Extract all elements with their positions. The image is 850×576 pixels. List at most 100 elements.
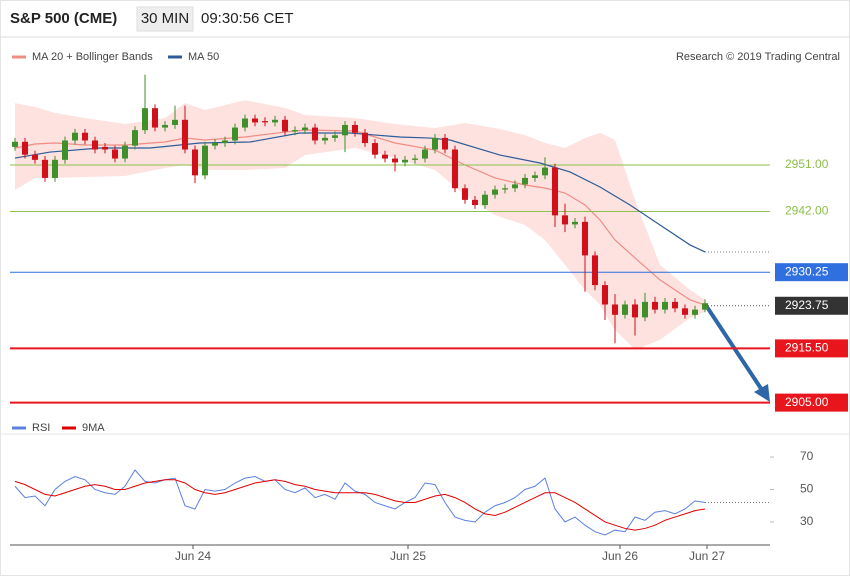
candle-body [702,303,708,310]
candle-body [272,119,278,123]
level-box [775,393,848,412]
candle-body [472,199,478,206]
candle-body [112,149,118,159]
ma50-line [14,132,706,253]
candle-body [42,159,48,178]
legend-label: RSI [32,422,50,434]
legend-label: 9MA [82,422,105,434]
candle-body [662,301,668,310]
candle-body [492,189,498,195]
candle-body [292,130,298,132]
level-label: 2905.00 [785,395,829,409]
candle-body [462,188,468,200]
candle-body [332,135,338,138]
ma20-line [14,129,706,306]
candle-body [652,301,658,310]
candle-body [122,145,128,159]
candle-body [322,137,328,141]
candle-body [632,304,638,318]
candle-body [392,158,398,163]
candle-body [182,119,188,150]
candle-body [502,188,508,190]
candle-body [382,154,388,159]
level-label: 2951.00 [785,157,829,171]
candle-body [562,215,568,225]
candle-body [82,132,88,141]
last-price-label: 2923.75 [785,298,829,312]
candle-body [612,304,618,315]
x-tick-label: Jun 25 [390,549,426,563]
credit: Research © 2019 Trading Central [676,51,840,63]
candle-body [12,141,18,147]
candle-body [162,124,168,128]
candle-body [32,154,38,160]
level-label: 2930.25 [785,264,829,278]
candle-body [142,108,148,131]
level-box [775,339,848,358]
candle-body [542,167,548,176]
legend-label: MA 20 + Bollinger Bands [32,51,153,63]
time: 09:30:56 CET [201,10,294,27]
title: S&P 500 (CME) [10,10,117,27]
candle-body [372,143,378,155]
candle-body [622,304,628,315]
y-tick-label: 50 [800,482,814,496]
candle-body [532,175,538,178]
candle-body [312,127,318,141]
candle-body [72,132,78,141]
candle-body [252,118,258,123]
bollinger-band [15,100,705,350]
candle-body [62,140,68,160]
candle-body [402,159,408,163]
candle-body [22,141,28,155]
candle-body [552,167,558,216]
candle-body [482,194,488,206]
x-tick-label: Jun 24 [175,549,211,563]
legend-label: MA 50 [188,51,219,63]
candle-body [512,184,518,189]
candle-body [102,146,108,150]
candle-body [522,177,528,185]
candle-body [362,132,368,144]
candle-body [582,221,588,256]
candle-body [342,124,348,136]
rsi-line [14,479,706,531]
candle-body [302,127,308,131]
level-label: 2942.00 [785,204,829,218]
candle-body [202,145,208,176]
candle-body [432,137,438,150]
candle-body [262,121,268,123]
candle-body [672,301,678,309]
x-tick-label: Jun 26 [602,549,638,563]
candle-body [442,137,448,150]
candle-body [232,127,238,141]
candle-body [412,158,418,160]
candle-body [452,149,458,189]
candle-body [242,118,248,128]
arrow-head [754,384,770,402]
candle-body [152,108,158,128]
candle-body [282,119,288,132]
level-label: 2915.50 [785,341,829,355]
candle-body [682,308,688,315]
interval-box [136,6,194,32]
candle-body [92,140,98,150]
x-tick-label: Jun 27 [689,549,725,563]
candle-body [172,119,178,125]
y-tick-label: 70 [800,449,814,463]
candle-body [352,124,358,133]
candle-body [222,140,228,144]
candle-body [422,149,428,159]
candle-body [692,309,698,315]
last-price-box [775,296,848,315]
interval: 30 MIN [141,10,189,27]
candle-body [192,149,198,176]
candle-body [132,130,138,146]
candle-body [572,221,578,225]
candle-body [592,255,598,286]
level-box [775,263,848,282]
candle-body [52,159,58,178]
y-tick-label: 30 [800,514,814,528]
